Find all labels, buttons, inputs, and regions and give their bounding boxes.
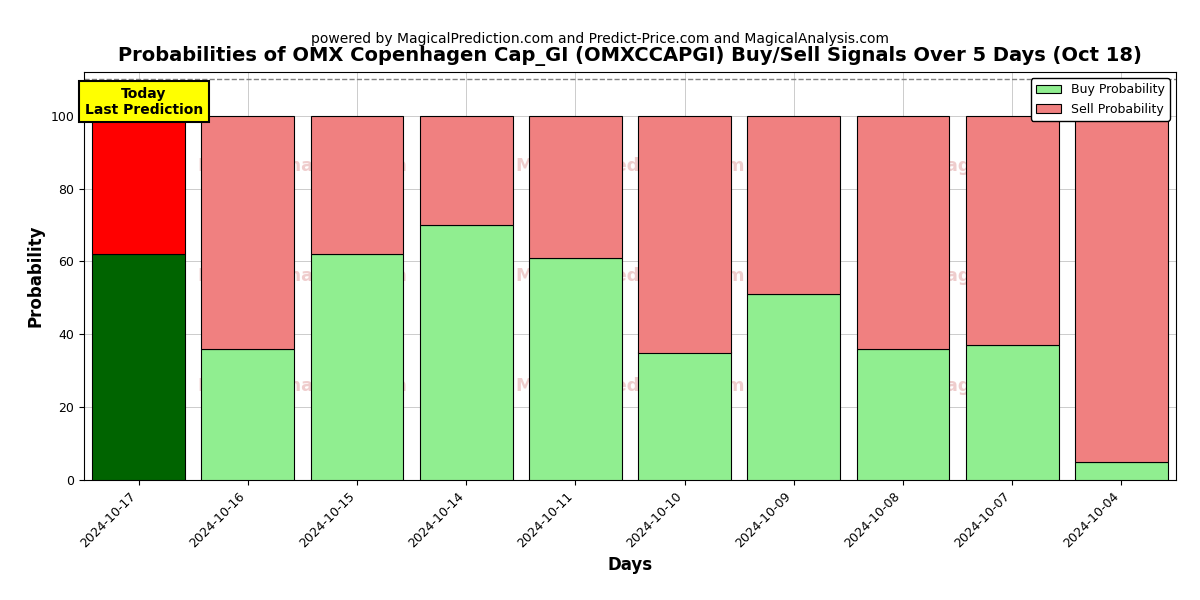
Bar: [857, 116, 949, 349]
Bar: [966, 345, 1058, 480]
X-axis label: Days: Days: [607, 556, 653, 574]
Text: MagicalAnalysis.com: MagicalAnalysis.com: [198, 377, 407, 395]
Text: Magic: Magic: [928, 377, 988, 395]
Title: Probabilities of OMX Copenhagen Cap_GI (OMXCCAPGI) Buy/Sell Signals Over 5 Days : Probabilities of OMX Copenhagen Cap_GI (…: [118, 46, 1142, 66]
Bar: [638, 352, 731, 480]
Bar: [857, 349, 949, 480]
Text: MagicalAnalysis.com: MagicalAnalysis.com: [198, 267, 407, 285]
Bar: [420, 116, 512, 225]
Bar: [202, 349, 294, 480]
Bar: [420, 225, 512, 480]
Bar: [748, 294, 840, 480]
Legend: Buy Probability, Sell Probability: Buy Probability, Sell Probability: [1031, 78, 1170, 121]
Bar: [529, 258, 622, 480]
Bar: [529, 116, 622, 258]
Text: MagicalAnalysis.com: MagicalAnalysis.com: [198, 157, 407, 175]
Bar: [966, 116, 1058, 345]
Text: powered by MagicalPrediction.com and Predict-Price.com and MagicalAnalysis.com: powered by MagicalPrediction.com and Pre…: [311, 32, 889, 46]
Text: Today
Last Prediction: Today Last Prediction: [85, 86, 203, 117]
Text: Magic: Magic: [928, 267, 988, 285]
Bar: [202, 116, 294, 349]
Bar: [638, 116, 731, 352]
Bar: [92, 254, 185, 480]
Y-axis label: Probability: Probability: [26, 225, 44, 327]
Bar: [311, 254, 403, 480]
Bar: [1075, 116, 1168, 462]
Text: MagicalPrediction.com: MagicalPrediction.com: [515, 157, 745, 175]
Text: MagicalPrediction.com: MagicalPrediction.com: [515, 267, 745, 285]
Bar: [92, 116, 185, 254]
Bar: [1075, 462, 1168, 480]
Text: Magic: Magic: [928, 157, 988, 175]
Bar: [748, 116, 840, 294]
Bar: [311, 116, 403, 254]
Text: MagicalPrediction.com: MagicalPrediction.com: [515, 377, 745, 395]
